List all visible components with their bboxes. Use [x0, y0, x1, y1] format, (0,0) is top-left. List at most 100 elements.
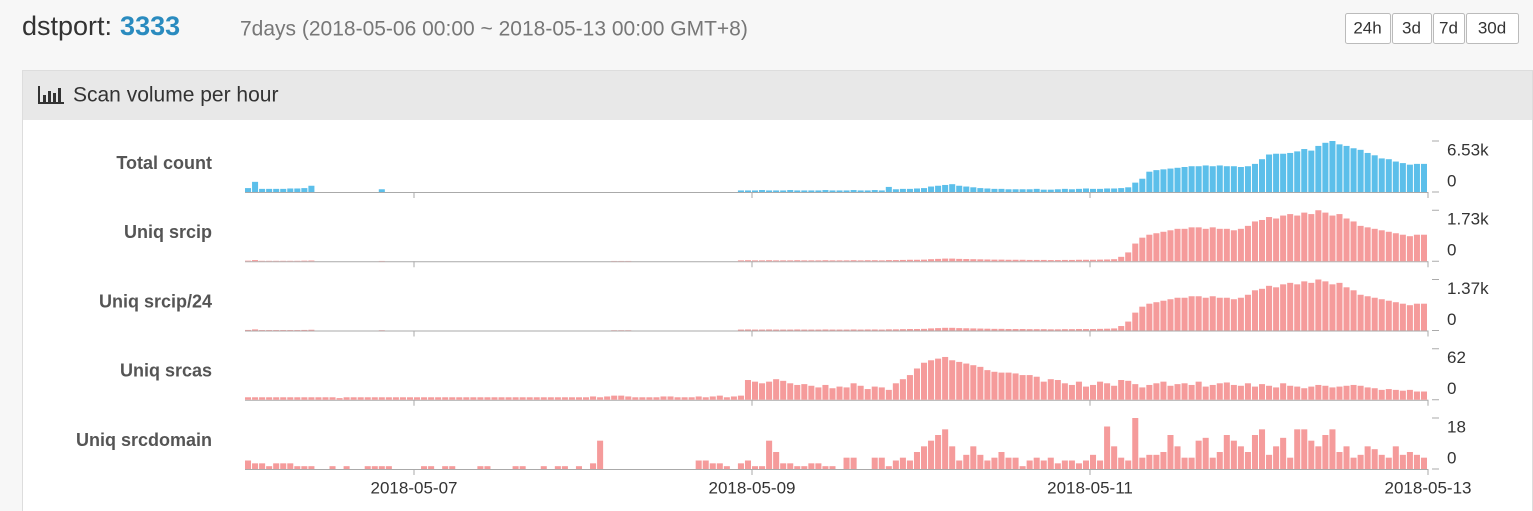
y-tick-label: 0	[1447, 310, 1456, 329]
bar	[808, 260, 815, 262]
bar	[463, 397, 470, 400]
bar	[1125, 252, 1132, 262]
button-label[interactable]: 7d	[1439, 18, 1458, 37]
bar	[1329, 141, 1336, 192]
bar	[885, 260, 892, 262]
bar	[829, 388, 836, 400]
bar	[1364, 387, 1371, 400]
bar	[1294, 215, 1301, 262]
bar	[1329, 215, 1336, 262]
bar	[1378, 230, 1385, 262]
bar	[1033, 376, 1040, 400]
bar	[1251, 290, 1258, 331]
bar	[1244, 166, 1251, 192]
bar	[752, 260, 759, 262]
bar	[836, 260, 843, 262]
bar	[259, 463, 266, 469]
bar	[414, 397, 421, 400]
range-button[interactable]: 3d	[1392, 13, 1432, 44]
bar	[787, 260, 794, 262]
bar	[674, 397, 681, 400]
bar	[252, 181, 259, 192]
bar	[892, 460, 899, 469]
bar	[801, 384, 808, 400]
bar	[759, 466, 766, 469]
bar	[829, 329, 836, 331]
bar	[1371, 228, 1378, 262]
button-box[interactable]	[1466, 13, 1519, 44]
bar	[1054, 463, 1061, 469]
bar	[977, 188, 984, 192]
bar	[1139, 387, 1146, 400]
bar	[1040, 189, 1047, 192]
button-box[interactable]	[1433, 13, 1465, 44]
range-button[interactable]: 7d	[1433, 13, 1465, 44]
bar	[1026, 189, 1033, 192]
button-label[interactable]: 30d	[1478, 18, 1506, 37]
bar	[1301, 281, 1308, 331]
bar	[1266, 285, 1273, 331]
bar	[618, 395, 625, 400]
bar	[942, 258, 949, 262]
bar	[357, 397, 364, 400]
bar	[1251, 221, 1258, 262]
bar	[1357, 294, 1364, 331]
bar	[913, 368, 920, 400]
range-button[interactable]: 24h	[1345, 13, 1391, 44]
bar	[822, 466, 829, 469]
bar	[766, 260, 773, 262]
bar	[1160, 452, 1167, 469]
bar	[744, 190, 751, 192]
bar	[1266, 154, 1273, 192]
bar	[956, 185, 963, 192]
bar	[773, 260, 780, 262]
bar	[1005, 189, 1012, 192]
bar	[1118, 457, 1125, 469]
range-button[interactable]: 30d	[1466, 13, 1519, 44]
bar	[1371, 449, 1378, 469]
bar	[723, 466, 730, 469]
bar	[808, 385, 815, 400]
bar	[1280, 153, 1287, 192]
bar	[547, 397, 554, 400]
bar	[1308, 386, 1315, 400]
bar	[1146, 303, 1153, 331]
bar	[1385, 389, 1392, 400]
bar	[1139, 457, 1146, 469]
button-label[interactable]: 3d	[1402, 18, 1421, 37]
bar	[878, 329, 885, 331]
bar	[1223, 382, 1230, 400]
bar	[1061, 460, 1068, 469]
bar	[1146, 171, 1153, 192]
bar	[1118, 256, 1125, 262]
bar	[1251, 386, 1258, 400]
x-tick-label: 2018-05-09	[709, 478, 796, 497]
bar	[1420, 457, 1427, 469]
button-label[interactable]: 24h	[1353, 18, 1381, 37]
bar	[815, 260, 822, 262]
button-box[interactable]	[1345, 13, 1391, 44]
bar	[470, 397, 477, 400]
bar	[991, 328, 998, 331]
bar	[1216, 228, 1223, 262]
bar	[1378, 158, 1385, 192]
bar	[294, 397, 301, 400]
button-box[interactable]	[1392, 13, 1432, 44]
bar	[744, 460, 751, 469]
bar	[1082, 329, 1089, 331]
bar	[653, 397, 660, 400]
bar	[794, 466, 801, 469]
bar	[1216, 297, 1223, 331]
bar	[1315, 145, 1322, 192]
bar	[1209, 166, 1216, 192]
bar	[1336, 214, 1343, 262]
bar	[378, 397, 385, 400]
bar	[949, 446, 956, 469]
bar	[1301, 388, 1308, 400]
bar	[1075, 329, 1082, 331]
y-tick-label: 1.73k	[1447, 210, 1489, 229]
bar	[336, 398, 343, 400]
title-label: dstport:	[22, 11, 112, 41]
bar	[702, 460, 709, 469]
bar	[843, 457, 850, 469]
